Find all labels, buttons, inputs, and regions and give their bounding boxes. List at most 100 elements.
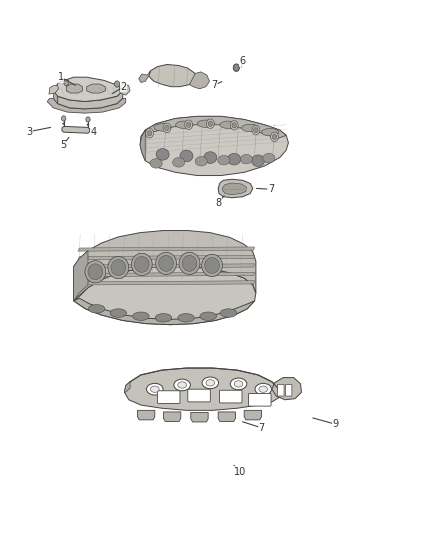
Ellipse shape	[201, 254, 223, 277]
Circle shape	[230, 120, 238, 130]
Ellipse shape	[200, 312, 216, 320]
Polygon shape	[124, 382, 130, 392]
Ellipse shape	[259, 386, 268, 392]
Text: 4: 4	[90, 127, 96, 136]
Polygon shape	[62, 126, 90, 133]
Ellipse shape	[150, 159, 162, 168]
Ellipse shape	[230, 378, 247, 390]
Ellipse shape	[178, 313, 194, 322]
Ellipse shape	[218, 156, 230, 165]
Ellipse shape	[155, 313, 172, 322]
Polygon shape	[78, 255, 254, 260]
Ellipse shape	[110, 309, 127, 317]
Ellipse shape	[180, 150, 193, 162]
Ellipse shape	[205, 257, 219, 273]
Polygon shape	[191, 413, 208, 422]
Text: 7: 7	[212, 80, 218, 90]
Polygon shape	[140, 116, 288, 175]
Circle shape	[271, 132, 279, 142]
Ellipse shape	[133, 312, 149, 320]
Ellipse shape	[220, 121, 237, 128]
Polygon shape	[218, 412, 236, 422]
Polygon shape	[272, 377, 301, 400]
Polygon shape	[78, 281, 254, 285]
Circle shape	[86, 117, 90, 122]
Text: 7: 7	[268, 184, 274, 195]
Ellipse shape	[251, 155, 265, 166]
Polygon shape	[218, 179, 253, 198]
Circle shape	[232, 123, 237, 128]
Ellipse shape	[242, 124, 259, 132]
Ellipse shape	[234, 381, 243, 387]
Ellipse shape	[156, 149, 169, 160]
Circle shape	[165, 125, 169, 131]
Ellipse shape	[151, 386, 159, 392]
Ellipse shape	[182, 255, 197, 271]
Ellipse shape	[202, 377, 219, 389]
Ellipse shape	[179, 252, 200, 274]
FancyBboxPatch shape	[286, 384, 292, 396]
Polygon shape	[66, 84, 82, 93]
Polygon shape	[223, 183, 246, 195]
Polygon shape	[190, 72, 209, 89]
Text: 3: 3	[26, 127, 32, 136]
Polygon shape	[74, 266, 256, 325]
Ellipse shape	[178, 382, 187, 388]
Ellipse shape	[176, 121, 193, 128]
Circle shape	[64, 79, 69, 86]
Ellipse shape	[206, 379, 215, 386]
Circle shape	[148, 131, 152, 136]
Ellipse shape	[155, 252, 177, 274]
Polygon shape	[78, 247, 254, 251]
Polygon shape	[140, 130, 145, 161]
Ellipse shape	[85, 261, 106, 283]
Circle shape	[206, 119, 214, 128]
Polygon shape	[74, 298, 254, 325]
Polygon shape	[124, 368, 279, 410]
Ellipse shape	[131, 253, 152, 276]
Polygon shape	[119, 84, 130, 95]
Ellipse shape	[111, 260, 126, 276]
Text: 2: 2	[120, 82, 127, 92]
Ellipse shape	[240, 155, 252, 164]
Ellipse shape	[88, 304, 105, 313]
Circle shape	[208, 121, 212, 126]
Text: 9: 9	[332, 419, 338, 429]
Ellipse shape	[255, 383, 272, 395]
FancyBboxPatch shape	[157, 391, 180, 403]
Text: 8: 8	[215, 198, 221, 208]
Polygon shape	[53, 77, 123, 101]
FancyBboxPatch shape	[248, 393, 271, 406]
Ellipse shape	[228, 154, 241, 165]
Circle shape	[254, 127, 258, 133]
Circle shape	[252, 125, 260, 135]
Ellipse shape	[220, 309, 237, 317]
Polygon shape	[149, 64, 196, 87]
Polygon shape	[49, 86, 59, 94]
Ellipse shape	[108, 256, 129, 279]
Text: 1: 1	[57, 72, 64, 82]
Text: 7: 7	[258, 423, 265, 433]
Text: 5: 5	[60, 140, 66, 150]
Polygon shape	[78, 272, 254, 277]
Polygon shape	[244, 410, 261, 420]
Polygon shape	[78, 264, 254, 268]
Ellipse shape	[173, 158, 185, 167]
Ellipse shape	[263, 154, 275, 163]
Circle shape	[61, 116, 66, 121]
Ellipse shape	[197, 120, 215, 127]
Ellipse shape	[195, 157, 207, 166]
Polygon shape	[145, 116, 286, 139]
FancyBboxPatch shape	[188, 389, 210, 402]
Circle shape	[187, 122, 191, 127]
Polygon shape	[74, 251, 88, 301]
Circle shape	[185, 120, 193, 130]
Polygon shape	[47, 98, 126, 113]
Polygon shape	[138, 410, 155, 420]
Polygon shape	[58, 91, 123, 109]
Ellipse shape	[88, 264, 103, 280]
Circle shape	[272, 134, 277, 140]
Polygon shape	[163, 412, 181, 422]
Circle shape	[163, 123, 171, 133]
Ellipse shape	[204, 152, 217, 164]
